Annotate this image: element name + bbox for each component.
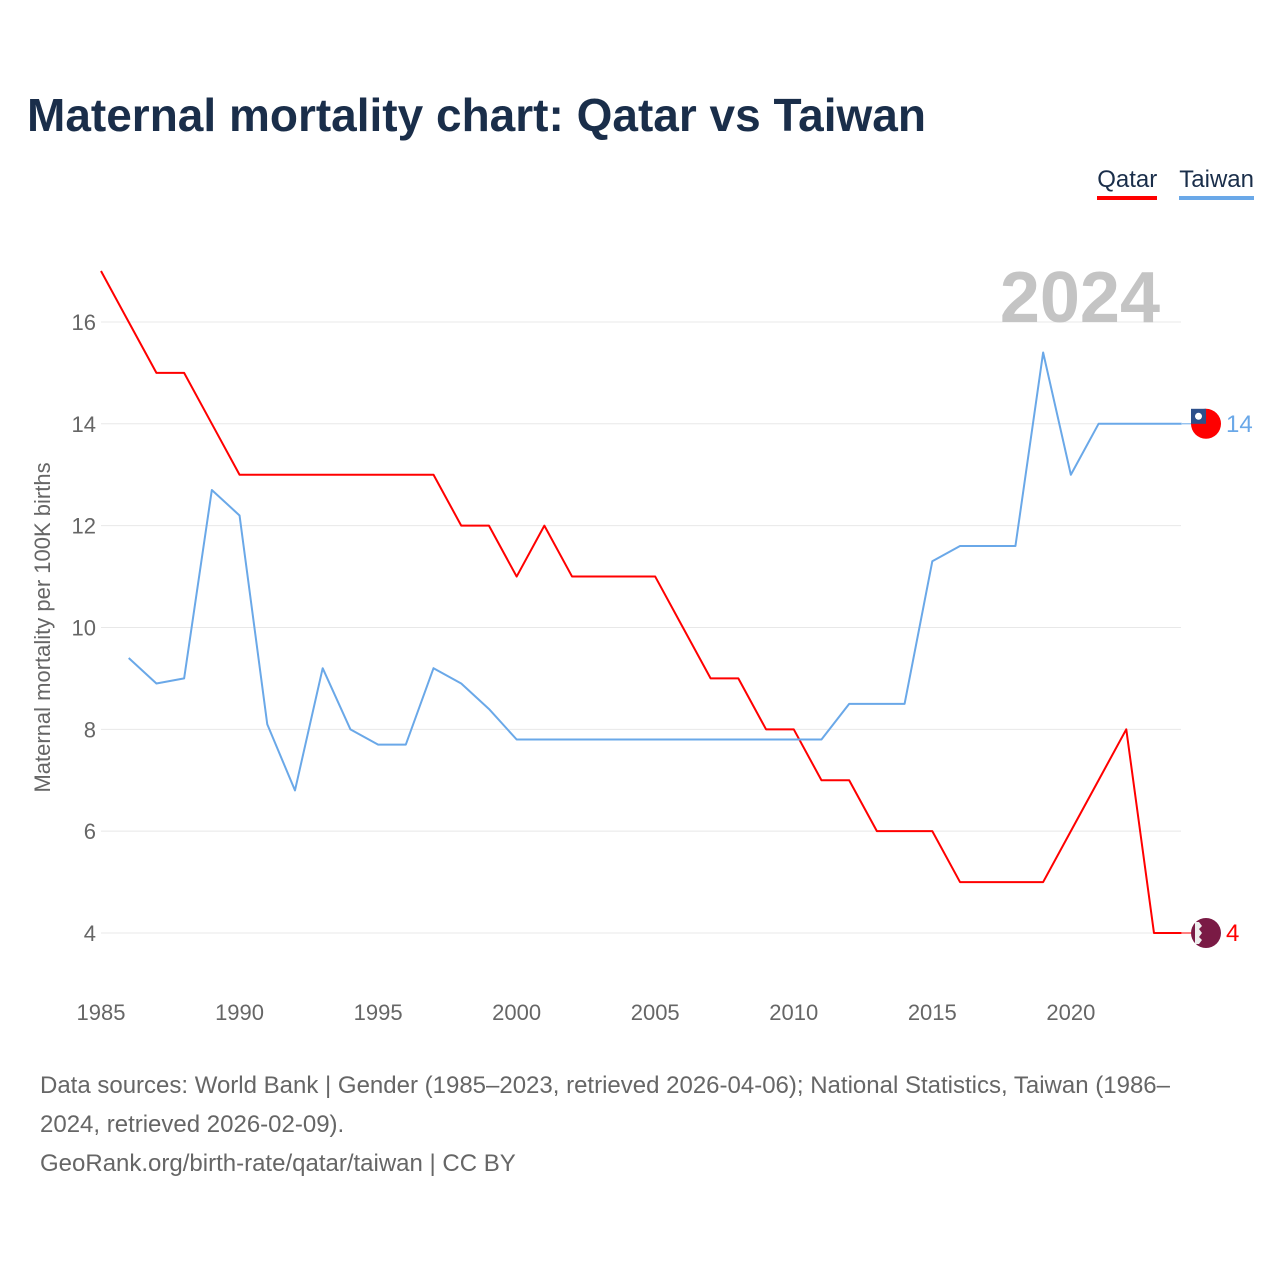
year-label: 2024 xyxy=(1000,258,1160,338)
data-sources: Data sources: World Bank | Gender (1985–… xyxy=(40,1072,1170,1138)
qatar-flag-serration xyxy=(1195,922,1202,944)
end-value-label-qatar: 4 xyxy=(1226,920,1239,947)
legend-qatar[interactable]: Qatar xyxy=(1097,166,1158,200)
credit-link[interactable]: GeoRank.org/birth-rate/qatar/taiwan | CC… xyxy=(40,1150,516,1177)
y-tick-label: 8 xyxy=(84,717,96,742)
y-tick-label: 12 xyxy=(72,514,96,539)
y-tick-label: 6 xyxy=(84,819,96,844)
chart-title: Maternal mortality chart: Qatar vs Taiwa… xyxy=(27,89,926,141)
x-tick-label: 1985 xyxy=(77,1000,126,1025)
x-tick-label: 2015 xyxy=(908,1000,957,1025)
taiwan-flag-sun xyxy=(1195,412,1202,420)
y-tick-label: 16 xyxy=(72,310,96,335)
end-value-label-taiwan: 14 xyxy=(1226,411,1253,438)
x-tick-label: 1995 xyxy=(354,1000,403,1025)
legend-taiwan[interactable]: Taiwan xyxy=(1179,166,1254,200)
series-line-taiwan xyxy=(128,351,1182,792)
x-tick-label: 2005 xyxy=(631,1000,680,1025)
x-tick-label: 2000 xyxy=(492,1000,541,1025)
y-tick-label: 4 xyxy=(84,921,96,946)
x-tick-label: 1990 xyxy=(215,1000,264,1025)
series-line-qatar xyxy=(100,270,1182,934)
legend: Qatar Taiwan xyxy=(1097,166,1254,200)
y-axis-label: Maternal mortality per 100K births xyxy=(30,462,55,792)
x-tick-label: 2020 xyxy=(1046,1000,1095,1025)
footer: Data sources: World Bank | Gender (1985–… xyxy=(40,1066,1220,1183)
y-tick-label: 14 xyxy=(72,412,96,437)
y-tick-label: 10 xyxy=(72,615,96,640)
x-tick-label: 2010 xyxy=(769,1000,818,1025)
